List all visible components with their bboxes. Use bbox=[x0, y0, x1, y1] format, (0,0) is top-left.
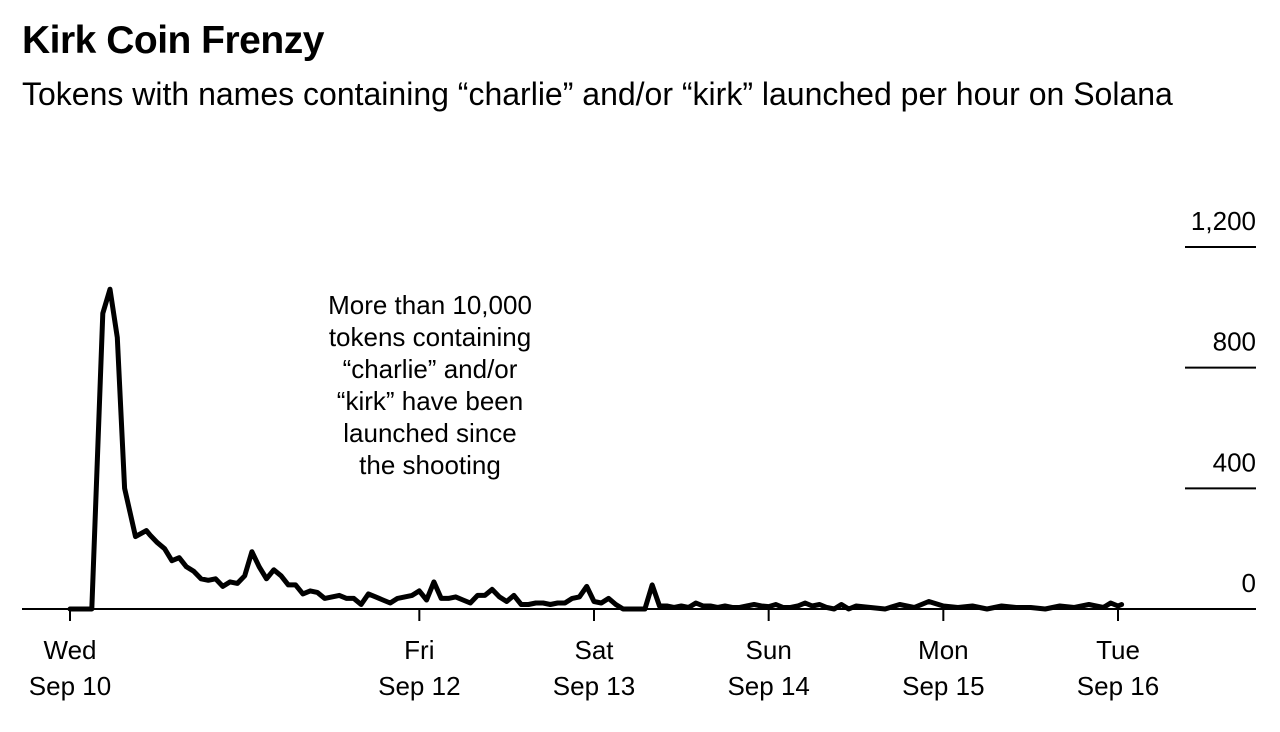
x-tick-label-date: Sep 16 bbox=[1077, 671, 1159, 701]
x-tick-label-date: Sep 15 bbox=[902, 671, 984, 701]
annotation-line: the shooting bbox=[359, 450, 501, 480]
annotation-line: “kirk” have been bbox=[337, 386, 523, 416]
x-axis: Wed Sep 10 Fri Sep 12 Sat Sep 13 Sun Sep 14 Mon S… bbox=[29, 609, 1159, 701]
x-tick-label-day: Sun bbox=[746, 635, 792, 665]
x-tick-label-date: Sep 12 bbox=[378, 671, 460, 701]
y-tick-label: 400 bbox=[1213, 447, 1256, 477]
annotation-line: “charlie” and/or bbox=[343, 354, 518, 384]
x-tick-label-date: Sep 10 bbox=[29, 671, 111, 701]
x-tick-label-day: Fri bbox=[404, 635, 434, 665]
series-group bbox=[67, 286, 1125, 612]
chart-title: Kirk Coin Frenzy bbox=[22, 19, 324, 62]
annotation-line: More than 10,000 bbox=[328, 290, 532, 320]
x-tick-label-date: Sep 14 bbox=[727, 671, 809, 701]
chart-subtitle: Tokens with names containing “charlie” a… bbox=[22, 76, 1173, 112]
y-tick-label: 1,200 bbox=[1191, 206, 1256, 236]
annotation-line: launched since bbox=[343, 418, 516, 448]
y-tick-label: 800 bbox=[1213, 327, 1256, 357]
annotation-line: tokens containing bbox=[329, 322, 531, 352]
x-tick-label-day: Mon bbox=[918, 635, 969, 665]
x-tick-label-day: Tue bbox=[1096, 635, 1140, 665]
y-tick-label: 0 bbox=[1242, 568, 1256, 598]
x-tick-label-date: Sep 13 bbox=[553, 671, 635, 701]
x-tick-label-day: Wed bbox=[44, 635, 97, 665]
x-tick-label-day: Sat bbox=[574, 635, 614, 665]
y-axis: 1,200 800 400 0 bbox=[22, 206, 1256, 610]
series-line bbox=[67, 286, 1125, 612]
